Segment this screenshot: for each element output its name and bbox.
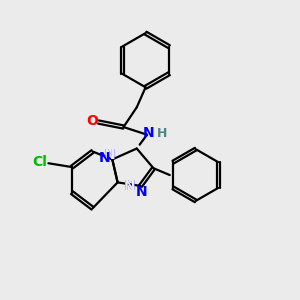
Text: N: N — [143, 126, 154, 140]
Text: O: O — [86, 114, 98, 128]
Text: N: N — [99, 151, 111, 165]
Text: N: N — [104, 148, 116, 162]
Text: H: H — [157, 127, 168, 140]
Text: N: N — [136, 185, 148, 200]
Text: Cl: Cl — [33, 155, 48, 169]
Text: N: N — [124, 179, 135, 193]
Text: N: N — [104, 148, 116, 162]
Text: N: N — [124, 179, 135, 193]
